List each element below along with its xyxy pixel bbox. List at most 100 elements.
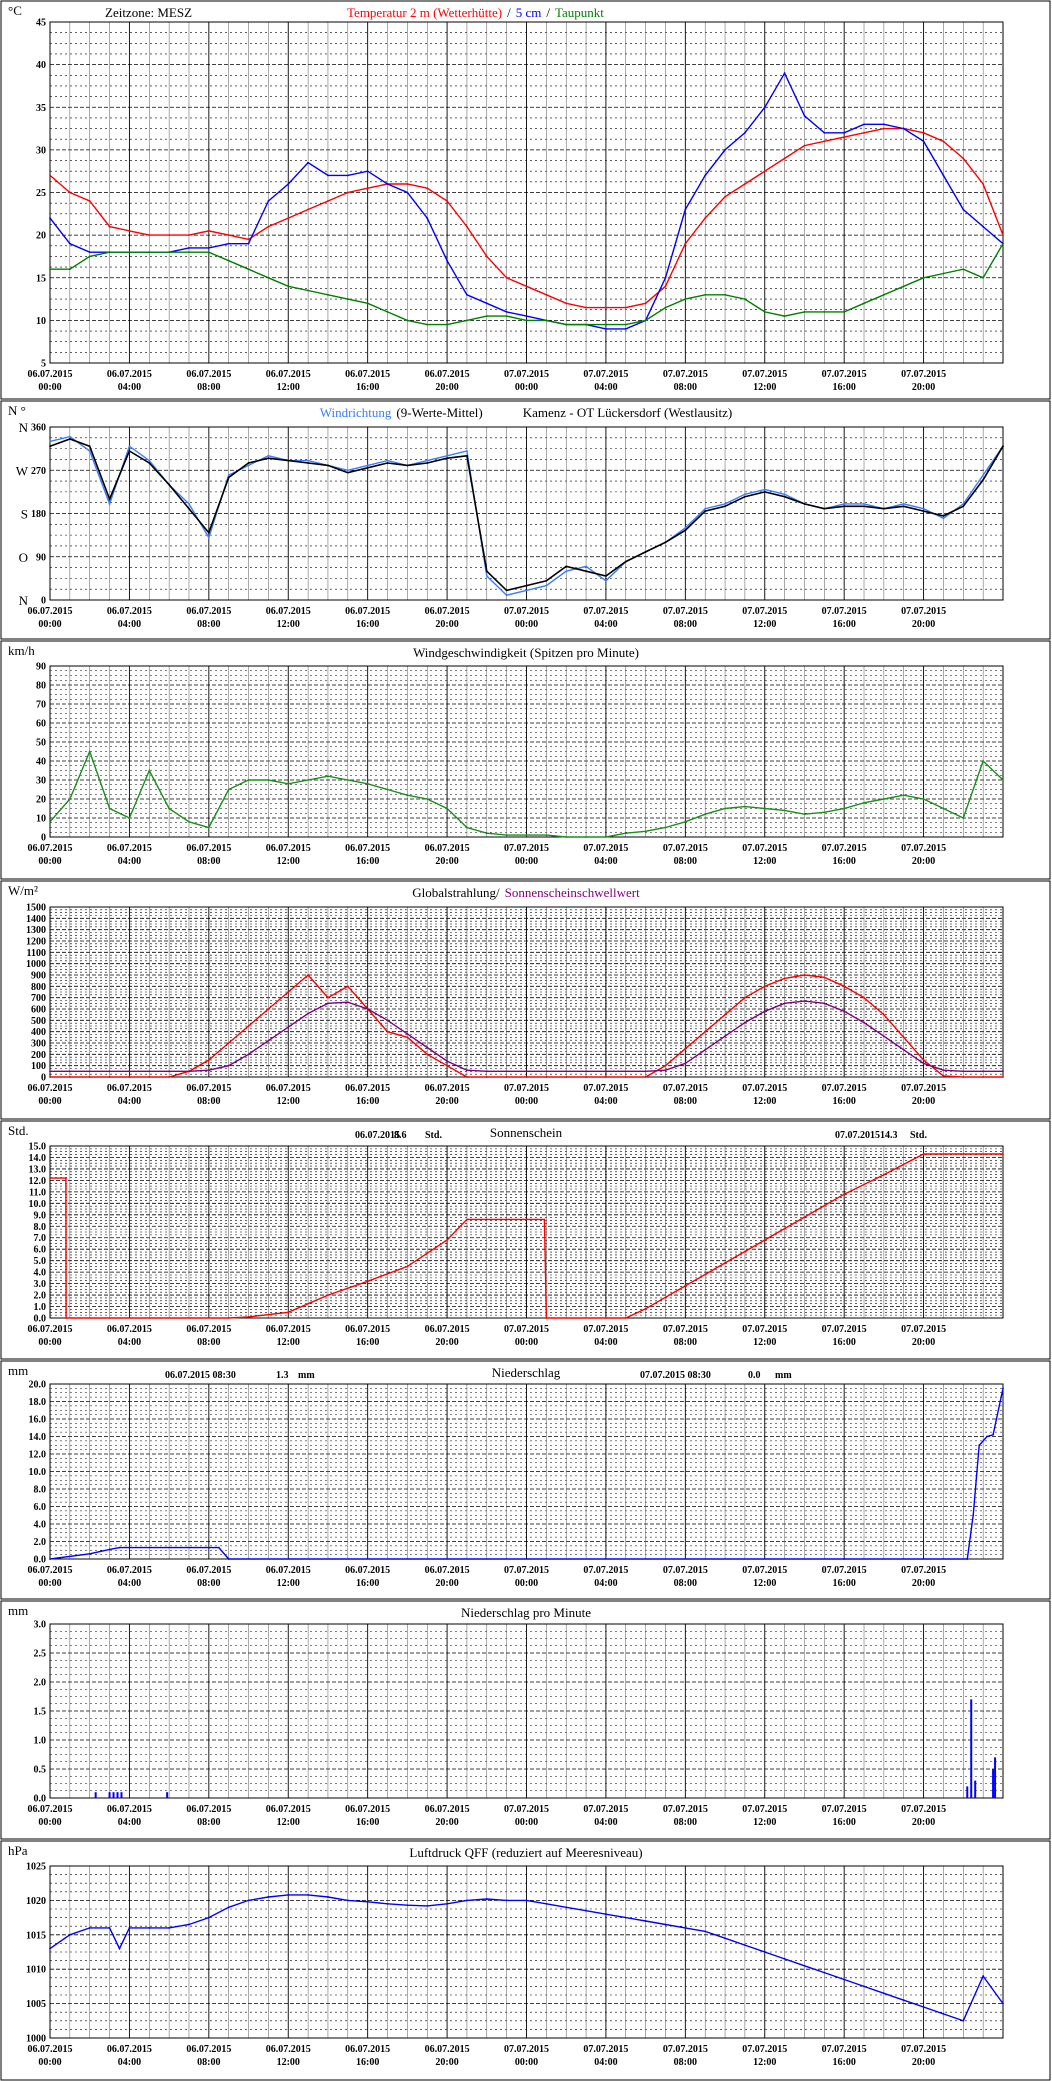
data-point	[88, 1076, 91, 1078]
x-tick-time: 16:00	[832, 856, 855, 867]
stat-value: 0.0	[748, 1370, 761, 1381]
x-tick-time: 00:00	[515, 1096, 538, 1107]
data-point	[803, 1216, 806, 1218]
data-point	[446, 1902, 448, 1905]
data-point	[108, 498, 111, 500]
x-tick-time: 04:00	[594, 856, 617, 867]
y-tick-label: 13.0	[29, 1164, 47, 1175]
x-tick-time: 00:00	[515, 856, 538, 867]
stat-value: 14.3	[880, 1130, 898, 1141]
y-tick-label: 7.0	[34, 1233, 47, 1244]
data-point	[863, 123, 865, 126]
data-point	[664, 276, 667, 279]
data-point	[227, 234, 230, 237]
data-point	[863, 996, 865, 999]
data-point	[624, 1317, 627, 1319]
data-point	[49, 1947, 51, 1950]
x-tick-date: 07.07.2015	[742, 1083, 787, 1094]
y-tick-label: 2.0	[34, 1678, 47, 1689]
x-tick-date: 07.07.2015	[822, 843, 867, 854]
chart-precip: 0.0 2.0 4.0 6.0 8.0 10.0 12.0 14.0 16.0 18.0 20.0 0…	[0, 1360, 1051, 1600]
chart-radiation: 0100200300400500600700800900100011001200…	[0, 880, 1051, 1120]
data-point	[168, 251, 171, 254]
y-tick-label: 10	[36, 316, 46, 327]
data-point	[346, 1001, 349, 1004]
data-point	[505, 310, 508, 313]
data-point	[882, 1992, 885, 1995]
data-point	[704, 1048, 707, 1051]
x-tick-date: 06.07.2015	[28, 369, 73, 380]
direction-label: N	[19, 420, 29, 435]
data-point	[664, 541, 667, 544]
data-point	[982, 1076, 985, 1078]
data-point	[366, 464, 369, 467]
data-point	[942, 272, 945, 275]
x-tick-time: 04:00	[594, 1578, 617, 1589]
data-point	[108, 225, 111, 228]
data-point	[763, 310, 766, 313]
data-point	[446, 323, 448, 326]
x-tick-time: 08:00	[197, 382, 220, 393]
data-point	[108, 502, 111, 505]
y-tick-label: 1020	[26, 1896, 46, 1907]
data-point	[624, 832, 627, 835]
data-point	[704, 174, 707, 177]
data-point	[327, 1896, 329, 1898]
data-point	[426, 1053, 429, 1056]
stat-unit: mm	[298, 1370, 315, 1381]
data-point	[307, 974, 310, 976]
x-tick-time: 04:00	[118, 1337, 141, 1348]
x-tick-time: 12:00	[753, 1337, 776, 1348]
x-tick-date: 06.07.2015	[266, 1565, 311, 1576]
title-part: /	[546, 5, 550, 20]
data-point	[366, 1900, 369, 1903]
data-point	[585, 570, 587, 573]
x-tick-date: 07.07.2015	[663, 369, 708, 380]
data-point	[843, 1978, 846, 1981]
data-point	[466, 454, 468, 457]
data-point	[585, 306, 587, 309]
y-tick-label: 200	[31, 1050, 46, 1061]
x-tick-date: 07.07.2015	[504, 369, 549, 380]
x-tick-date: 06.07.2015	[345, 369, 390, 380]
data-point	[68, 242, 71, 245]
y-tick-label: 60	[36, 719, 46, 730]
stat-unit: Std.	[910, 1130, 927, 1141]
data-point	[49, 1177, 51, 1180]
data-point	[763, 490, 766, 493]
x-tick-date: 06.07.2015	[425, 606, 470, 617]
data-point	[485, 575, 488, 577]
data-point	[128, 229, 131, 232]
data-point	[505, 589, 508, 592]
plot-frame	[49, 1145, 1004, 1319]
data-point	[565, 323, 568, 326]
x-tick-time: 16:00	[832, 1096, 855, 1107]
x-tick-date: 06.07.2015	[266, 369, 311, 380]
data-point	[366, 302, 369, 305]
data-point	[446, 200, 448, 202]
x-tick-time: 12:00	[753, 1096, 776, 1107]
x-tick-date: 06.07.2015	[186, 1565, 231, 1576]
x-tick-time: 12:00	[277, 1817, 300, 1828]
direction-label: O	[19, 550, 28, 565]
x-tick-date: 07.07.2015	[822, 606, 867, 617]
data-point	[843, 807, 846, 810]
data-point	[188, 251, 190, 254]
x-tick-time: 20:00	[435, 619, 458, 630]
data-point	[565, 1076, 568, 1078]
data-point	[605, 1076, 607, 1078]
data-point	[585, 1076, 587, 1078]
data-point	[545, 579, 548, 582]
data-point	[525, 1070, 528, 1073]
data-point	[128, 450, 131, 452]
data-point	[823, 140, 826, 143]
stat-date: 06.07.2015 08:30	[165, 1370, 236, 1381]
data-point	[843, 310, 846, 313]
data-point	[624, 1916, 627, 1919]
data-point	[49, 268, 51, 271]
data-point	[843, 502, 846, 505]
x-tick-date: 06.07.2015	[345, 1324, 390, 1335]
data-point	[346, 191, 349, 194]
data-point	[863, 502, 865, 505]
